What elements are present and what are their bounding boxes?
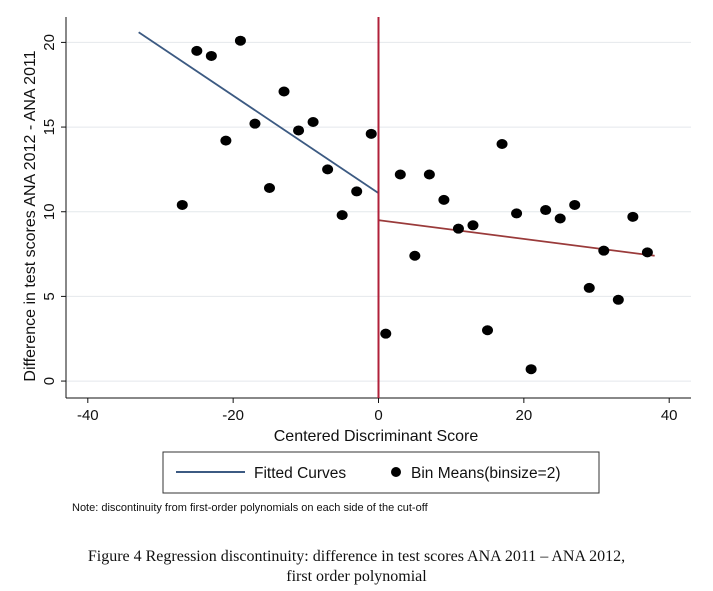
bin-mean-point: [205, 50, 217, 61]
bin-mean-point: [249, 118, 261, 129]
y-tick-label: 20: [41, 34, 58, 51]
chart-note: Note: discontinuity from first-order pol…: [72, 502, 429, 514]
chart: -40 -20 0 20 40 0 5 10 15 20 Centered Discrimina…: [22, 17, 691, 514]
y-ticks: 0 5 10 15 20: [41, 34, 66, 385]
bin-mean-point: [554, 213, 566, 224]
bin-mean-point: [336, 210, 348, 221]
figure-caption: Figure 4 Regression discontinuity: diffe…: [0, 547, 713, 587]
x-tick-label: 40: [661, 407, 678, 424]
legend: Fitted Curves Bin Means(binsize=2): [162, 451, 600, 494]
legend-label-fitted-curves: Fitted Curves: [254, 465, 346, 482]
bin-mean-point: [612, 294, 624, 305]
y-tick-label: 0: [41, 377, 58, 385]
bin-mean-point: [598, 245, 610, 256]
x-axis-title: Centered Discriminant Score: [274, 428, 479, 445]
bin-mean-point: [511, 208, 523, 219]
bin-mean-point: [365, 128, 377, 139]
bin-mean-point: [380, 328, 392, 339]
bin-mean-point: [496, 139, 508, 149]
bin-mean-point: [641, 247, 653, 258]
bin-mean-point: [467, 220, 479, 231]
bin-mean-point: [569, 199, 581, 210]
bin-mean-point: [322, 164, 334, 175]
bin-mean-point: [452, 223, 464, 234]
bin-mean-point: [278, 86, 290, 97]
figure-caption-line-1: Figure 4 Regression discontinuity: diffe…: [87, 548, 626, 565]
bin-mean-point: [482, 325, 494, 336]
x-tick-label: -40: [77, 407, 99, 424]
bin-mean-point: [307, 116, 319, 127]
figure-caption-line-2: first order polynomial: [286, 568, 427, 585]
bin-means: [176, 35, 653, 375]
y-axis-title: Difference in test scores ANA 2012 - ANA…: [22, 50, 39, 381]
bin-mean-point: [540, 205, 552, 216]
legend-swatch-bin-means: [391, 467, 401, 477]
x-tick-label: 20: [516, 407, 533, 424]
bin-mean-point: [176, 199, 188, 210]
y-tick-label: 5: [41, 292, 58, 300]
bin-mean-point: [263, 183, 275, 194]
bin-mean-point: [351, 186, 363, 197]
bin-mean-point: [394, 169, 406, 180]
bin-mean-point: [293, 125, 305, 136]
fitted-line-left: [138, 31, 380, 194]
bin-mean-point: [234, 35, 246, 46]
x-ticks: -40 -20 0 20 40: [77, 398, 678, 424]
legend-label-bin-means: Bin Means(binsize=2): [411, 465, 560, 482]
bin-mean-point: [191, 45, 203, 56]
bin-mean-point: [583, 282, 595, 293]
bin-mean-point: [627, 211, 639, 222]
y-tick-label: 15: [41, 119, 58, 136]
bin-mean-point: [438, 194, 450, 205]
bin-mean-point: [409, 250, 421, 261]
bin-mean-point: [423, 169, 435, 180]
x-tick-label: -20: [222, 407, 244, 424]
bin-mean-point: [220, 135, 232, 146]
y-tick-label: 10: [41, 203, 58, 220]
bin-mean-point: [525, 364, 537, 375]
x-tick-label: 0: [374, 407, 382, 424]
